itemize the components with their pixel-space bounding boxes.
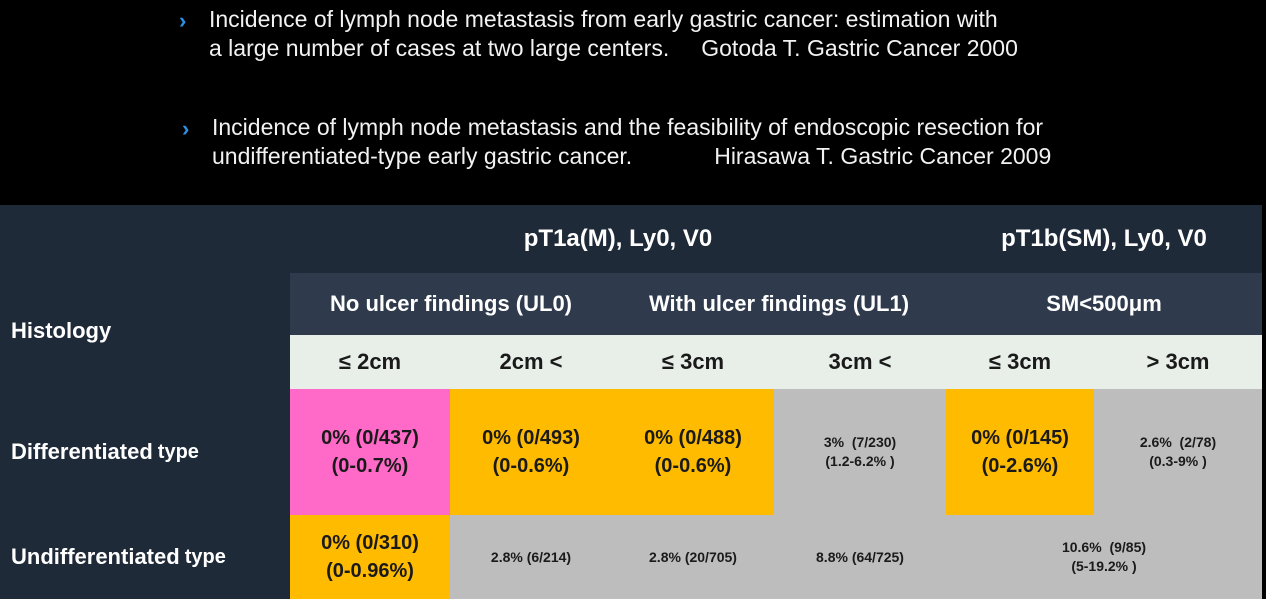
size-header-1: ≤ 2cm xyxy=(290,335,450,389)
row-label-differentiated-main: Differentiated xyxy=(11,439,153,464)
cell-diff-2: 0% (0/493) (0-0.6%) xyxy=(450,389,612,515)
reference-1-line2: a large number of cases at two large cen… xyxy=(209,34,1018,63)
size-header-4: 3cm < xyxy=(774,335,946,389)
row-label-undifferentiated: Undifferentiated type xyxy=(0,515,290,599)
cell-undiff-1: 0% (0/310) (0-0.96%) xyxy=(290,515,450,599)
cell-undiff-2: 2.8% (6/214) xyxy=(450,515,612,599)
reference-2-line1: Incidence of lymph node metastasis and t… xyxy=(212,114,1044,140)
cell-range: (0-0.6%) xyxy=(492,455,570,477)
cell-value: 2.8% (20/705) xyxy=(649,548,737,565)
reference-2-line2-text: undifferentiated-type early gastric canc… xyxy=(212,143,633,169)
cell-range: (0-0.96%) xyxy=(326,560,414,582)
reference-2-line2: undifferentiated-type early gastric canc… xyxy=(212,142,1051,171)
reference-2-citation: Hirasawa T. Gastric Cancer 2009 xyxy=(714,143,1052,169)
sub-header-sm: SM<500μm xyxy=(946,273,1262,335)
row-label-undifferentiated-main: Undifferentiated xyxy=(11,544,180,569)
cell-range: (0-0.6%) xyxy=(654,455,732,477)
cell-range: (1.2-6.2% ) xyxy=(825,453,895,469)
cell-range: (0.3-9% ) xyxy=(1149,453,1207,469)
group-header-pt1a: pT1a(M), Ly0, V0 xyxy=(523,225,713,252)
cell-value: 8.8% (64/725) xyxy=(816,548,904,565)
cell-value: 0% (0/437) xyxy=(321,427,419,449)
group-header-pt1b: pT1b(SM), Ly0, V0 xyxy=(1001,225,1207,252)
cell-value: 10.6% (9/85) xyxy=(1061,539,1147,555)
chevron-right-icon: › xyxy=(179,8,187,33)
cell-range: (0-0.7%) xyxy=(331,455,409,477)
row-label-differentiated: Differentiated type xyxy=(0,389,290,515)
size-header-3: ≤ 3cm xyxy=(612,335,774,389)
cell-diff-1: 0% (0/437) (0-0.7%) xyxy=(290,389,450,515)
cell-undiff-5: 10.6% (9/85) (5-19.2% ) xyxy=(946,515,1262,599)
reference-1-line2-text: a large number of cases at two large cen… xyxy=(209,35,670,61)
cell-undiff-3: 2.8% (20/705) xyxy=(612,515,774,599)
cell-undiff-4: 8.8% (64/725) xyxy=(774,515,946,599)
cell-value: 0% (0/145) xyxy=(971,427,1069,449)
cell-diff-4: 3% (7/230) (1.2-6.2% ) xyxy=(774,389,946,515)
cell-value: 2.6% (2/78) xyxy=(1139,434,1217,450)
size-header-2: 2cm < xyxy=(450,335,612,389)
reference-1-line1: Incidence of lymph node metastasis from … xyxy=(209,6,998,32)
cell-range: (5-19.2% ) xyxy=(1071,558,1137,574)
reference-1: › Incidence of lymph node metastasis fro… xyxy=(179,5,1018,63)
reference-1-citation: Gotoda T. Gastric Cancer 2000 xyxy=(701,35,1018,61)
cell-value: 2.8% (6/214) xyxy=(490,548,572,565)
cell-value: 0% (0/493) xyxy=(482,427,580,449)
metastasis-table: Histology pT1a(M), Ly0, V0 pT1b(SM), Ly0… xyxy=(0,205,1262,599)
size-header-5: ≤ 3cm xyxy=(946,335,1094,389)
cell-diff-6: 2.6% (2/78) (0.3-9% ) xyxy=(1094,389,1262,515)
cell-diff-3: 0% (0/488) (0-0.6%) xyxy=(612,389,774,515)
cell-value: 0% (0/488) xyxy=(644,427,742,449)
sub-header-ul0: No ulcer findings (UL0) xyxy=(290,273,612,335)
cell-value: 0% (0/310) xyxy=(321,532,419,554)
histology-header: Histology xyxy=(11,318,112,343)
references: › Incidence of lymph node metastasis fro… xyxy=(0,0,1266,205)
row-label-differentiated-suffix: type xyxy=(157,440,199,463)
cell-range: (0-2.6%) xyxy=(981,455,1059,477)
chevron-right-icon: › xyxy=(182,116,190,141)
sub-header-ul1: With ulcer findings (UL1) xyxy=(612,273,946,335)
cell-diff-5: 0% (0/145) (0-2.6%) xyxy=(946,389,1094,515)
reference-2: › Incidence of lymph node metastasis and… xyxy=(182,113,1051,171)
cell-value: 3% (7/230) xyxy=(823,434,897,450)
row-label-undifferentiated-suffix: type xyxy=(184,545,226,568)
size-header-6: > 3cm xyxy=(1094,335,1262,389)
